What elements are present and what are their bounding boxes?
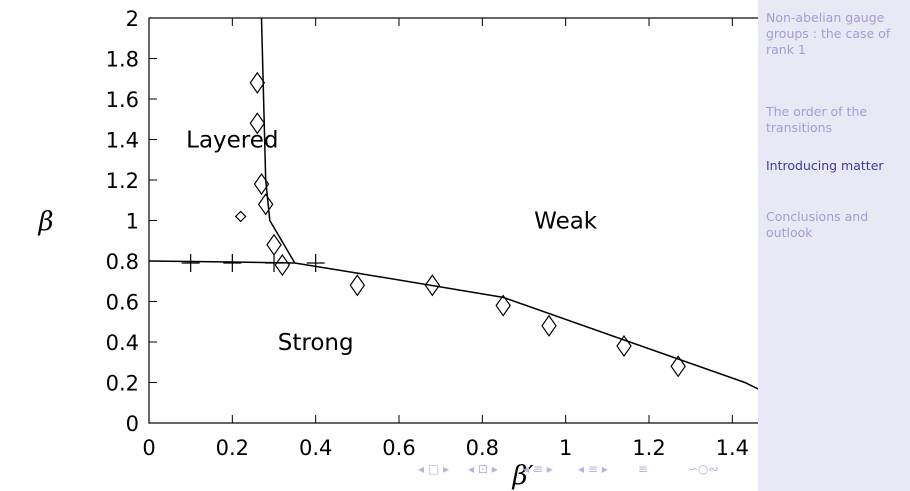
plus-marker (181, 254, 200, 273)
nav-frame-icon[interactable]: ◂ ⊡ ▸ (468, 462, 498, 476)
y-tick-label: 2 (126, 7, 139, 31)
x-axis-label: β′ (512, 461, 534, 491)
sidebar-item-introducing-matter[interactable]: Introducing matter (766, 158, 884, 173)
sidebar-item-non-abelian[interactable]: Non-abelian gauge groups : the case of r… (766, 10, 891, 57)
plus-marker (223, 254, 242, 273)
y-tick-label: 1.2 (106, 169, 139, 193)
diamond-marker (670, 355, 686, 378)
region-label: Layered (186, 128, 278, 154)
x-tick-label: 1.2 (632, 436, 665, 460)
sidebar-item-conclusions[interactable]: Conclusions and outlook (766, 209, 869, 240)
diamond-marker (253, 173, 270, 196)
y-tick-label: 0 (126, 412, 139, 436)
x-tick-label: 0.2 (216, 436, 249, 460)
x-tick-label: 1 (559, 436, 572, 460)
nav-search-icon[interactable]: ∽○∾ (688, 462, 719, 476)
diamond-marker (257, 193, 274, 216)
y-tick-label: 0.2 (106, 372, 139, 396)
diamond-marker (274, 254, 291, 277)
plus-marker (306, 254, 325, 273)
y-tick-label: 1.6 (106, 88, 139, 112)
y-axis-label: β (37, 207, 53, 237)
x-tick-label: 1.4 (716, 436, 749, 460)
nav-section-icon[interactable]: ◂ ≡ ▸ (578, 462, 608, 476)
y-tick-label: 0.4 (106, 331, 139, 355)
y-tick-label: 1.4 (106, 129, 139, 153)
plus-marker (265, 254, 283, 273)
y-tick-label: 0.8 (106, 250, 139, 274)
x-tick-label: 0.8 (466, 436, 499, 460)
beamer-navigation-bar: ◂ □ ▸ ◂ ⊡ ▸ ◂ ≡ ▸ ◂ ≡ ▸ ≡ ∽○∾ (418, 462, 758, 480)
region-label: Strong (278, 330, 354, 356)
diamond-marker (495, 294, 511, 317)
x-tick-label: 0 (142, 436, 155, 460)
y-tick-label: 0.6 (106, 291, 139, 315)
diamond-marker (249, 112, 266, 135)
phase-boundary-line (148, 260, 829, 424)
diamond-marker (541, 314, 557, 337)
sidebar-item-order-transitions[interactable]: The order of the transitions (766, 104, 868, 135)
nav-align-icon[interactable]: ≡ (638, 462, 649, 476)
diamond-marker (349, 274, 366, 297)
y-tick-label: 1.8 (106, 48, 139, 72)
diamond-marker (249, 71, 266, 94)
region-label: Weak (534, 209, 598, 235)
x-tick-label: 0.4 (299, 436, 332, 460)
nav-subsection-icon[interactable]: ◂ ≡ ▸ (523, 462, 553, 476)
diamond-marker (616, 335, 632, 358)
diamond-marker (424, 274, 441, 297)
sidebar-navigation: Non-abelian gauge groups : the case of r… (758, 0, 910, 491)
y-tick-label: 1 (126, 210, 139, 234)
x-tick-label: 0.6 (382, 436, 415, 460)
nav-left-arrow-icon[interactable]: ◂ □ ▸ (418, 462, 450, 476)
small-diamond-marker (234, 210, 247, 223)
diamond-marker (266, 233, 282, 256)
